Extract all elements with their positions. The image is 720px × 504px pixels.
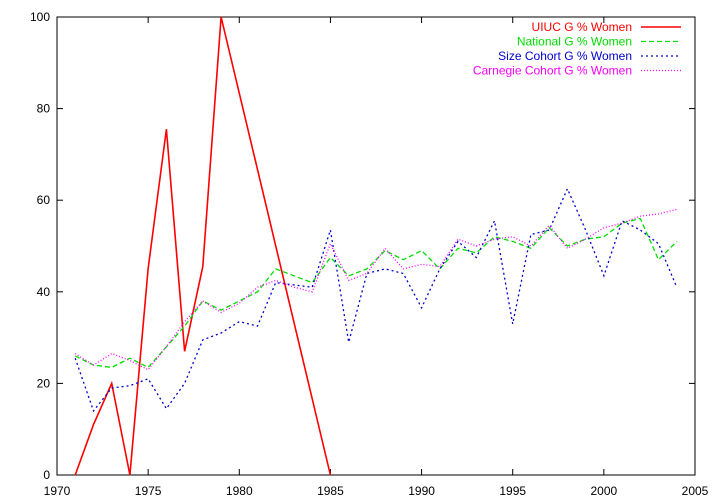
y-tick-label: 80 <box>37 102 51 116</box>
series-line <box>74 217 678 369</box>
series-line <box>74 16 332 476</box>
x-tick-label: 2005 <box>682 484 709 498</box>
legend-label: UIUC G % Women <box>532 20 632 34</box>
x-tick-label: 1985 <box>317 484 344 498</box>
y-tick-label: 40 <box>37 285 51 299</box>
y-tick-label: 20 <box>37 376 51 390</box>
x-axis-ticks: 1970 1975 1980 1985 1990 1995 2000 2005 <box>44 17 709 498</box>
series-lines <box>74 16 678 476</box>
x-tick-label: 1990 <box>408 484 435 498</box>
y-axis-ticks: 0 20 40 60 80 100 <box>30 10 695 482</box>
legend-label: National G % Women <box>517 35 632 49</box>
x-tick-label: 1970 <box>44 484 71 498</box>
series-line <box>74 187 678 413</box>
legend-label: Size Cohort G % Women <box>498 49 632 63</box>
x-tick-label: 2000 <box>591 484 618 498</box>
legend-label: Carnegie Cohort G % Women <box>473 64 632 78</box>
y-tick-label: 100 <box>30 10 50 24</box>
x-tick-label: 1975 <box>135 484 162 498</box>
plot-frame <box>56 16 696 476</box>
x-tick-label: 1995 <box>499 484 526 498</box>
y-tick-label: 60 <box>37 193 51 207</box>
x-tick-label: 1980 <box>226 484 253 498</box>
y-tick-label: 0 <box>43 468 50 482</box>
